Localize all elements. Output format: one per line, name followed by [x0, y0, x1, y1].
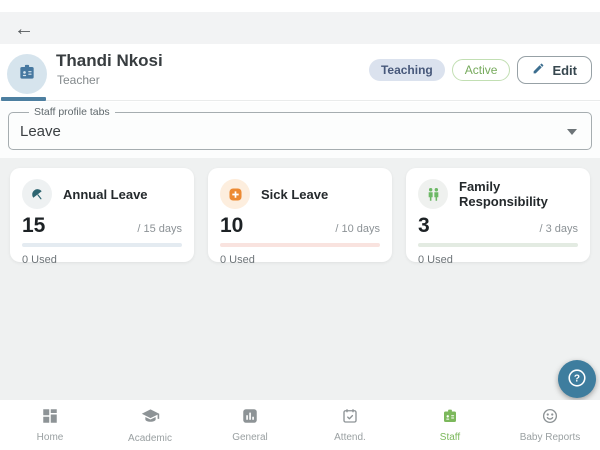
staff-name: Thandi Nkosi — [56, 51, 163, 70]
card-title: Sick Leave — [261, 186, 329, 202]
annual-leave-card: Annual Leave 15 / 15 days 0 Used — [10, 168, 194, 266]
teaching-badge: Teaching — [368, 59, 445, 81]
edit-button-label: Edit — [552, 62, 577, 78]
avatar — [7, 54, 47, 94]
used-days: 0 Used — [220, 254, 255, 266]
help-button[interactable]: ? — [558, 360, 596, 398]
nav-label: Home — [36, 432, 64, 443]
select-section: Staff profile tabs Leave — [0, 102, 600, 158]
nav-label: Academic — [128, 433, 172, 444]
graduation-cap-icon — [141, 407, 160, 429]
total-days: / 3 days — [539, 223, 578, 235]
active-tab-indicator — [1, 97, 46, 101]
help-icon: ? — [566, 367, 588, 392]
leave-progress-bar — [22, 243, 182, 247]
available-days: 10 — [220, 214, 244, 237]
nav-academic[interactable]: Academic — [100, 400, 200, 450]
nav-general[interactable]: General — [200, 400, 300, 450]
nav-baby-reports[interactable]: Baby Reports — [500, 400, 600, 450]
staff-profile-tabs-select[interactable]: Staff profile tabs Leave — [8, 106, 592, 150]
available-days: 15 — [22, 214, 46, 237]
nav-label: General — [232, 432, 268, 443]
card-title: Annual Leave — [63, 186, 148, 202]
nav-attendance[interactable]: Attend. — [300, 400, 400, 450]
family-responsibility-card: Family Responsibility 3 / 3 days 0 Used — [406, 168, 590, 266]
content-area: Annual Leave 15 / 15 days 0 Used — [0, 158, 600, 400]
umbrella-icon — [22, 179, 52, 209]
used-days: 0 Used — [22, 254, 57, 266]
total-days: / 10 days — [335, 223, 380, 235]
nav-home[interactable]: Home — [0, 400, 100, 450]
available-days: 3 — [418, 214, 430, 237]
select-label: Staff profile tabs — [29, 106, 115, 118]
id-badge-icon — [17, 62, 37, 87]
top-bar: ← — [0, 12, 600, 44]
select-value: Leave — [20, 123, 61, 140]
family-icon — [418, 179, 448, 209]
nav-label: Baby Reports — [519, 432, 581, 443]
calendar-check-icon — [341, 407, 359, 428]
teaching-badge-label: Teaching — [380, 63, 433, 77]
status-badge: Active — [451, 59, 511, 81]
edit-button[interactable]: Edit — [517, 56, 592, 84]
id-badge-icon — [441, 407, 459, 428]
bottom-navigation: Home Academic General — [0, 400, 600, 450]
dashboard-icon — [41, 407, 59, 428]
leave-progress-bar — [418, 243, 578, 247]
leave-progress-bar — [220, 243, 380, 247]
pencil-icon — [532, 62, 545, 78]
smiley-icon — [541, 407, 559, 428]
back-arrow-icon: ← — [14, 18, 34, 40]
nav-label: Attend. — [334, 432, 366, 443]
used-days: 0 Used — [418, 254, 453, 266]
chevron-down-icon — [567, 129, 577, 135]
nav-label: Staff — [439, 432, 461, 443]
status-badge-label: Active — [464, 63, 498, 77]
medical-cross-icon — [220, 179, 250, 209]
total-days: / 15 days — [137, 223, 182, 235]
profile-header: Thandi Nkosi Teacher Teaching Active Edi… — [0, 44, 600, 101]
sick-leave-card: Sick Leave 10 / 10 days 0 Used — [208, 168, 392, 266]
svg-text:?: ? — [574, 373, 580, 384]
bar-chart-icon — [241, 407, 259, 428]
nav-staff[interactable]: Staff — [400, 400, 500, 450]
back-button[interactable]: ← — [10, 15, 38, 43]
staff-role: Teacher — [57, 73, 100, 87]
card-title: Family Responsibility — [459, 179, 548, 209]
